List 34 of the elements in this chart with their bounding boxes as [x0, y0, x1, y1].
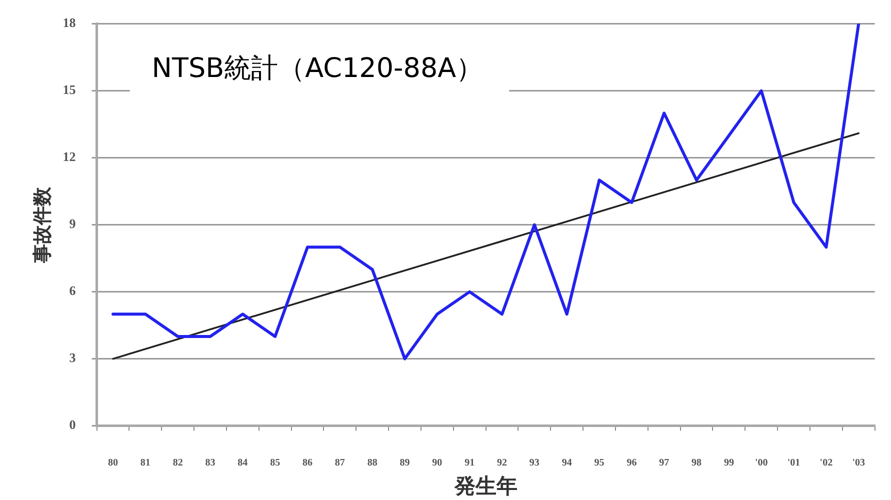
x-tick-label: 93	[529, 457, 540, 468]
x-tick-label: 97	[659, 457, 670, 468]
x-tick-label: 83	[205, 457, 216, 468]
y-tick-label: 6	[69, 283, 76, 298]
x-tick-label: 86	[302, 457, 313, 468]
x-tick-label: 98	[692, 457, 702, 468]
x-tick-label: 88	[367, 457, 378, 468]
x-tick-label: 87	[334, 457, 345, 468]
x-tick-label: 85	[270, 457, 280, 468]
x-tick-label: '00	[754, 457, 768, 468]
x-axis-title: 発生年	[453, 474, 518, 498]
x-tick-label: 89	[400, 457, 410, 468]
x-tick-label: 92	[497, 457, 508, 468]
x-tick-label: '03	[852, 457, 865, 468]
x-tick-label: '02	[820, 457, 833, 468]
annotation: NTSB統計（AC120-88A）	[152, 52, 484, 84]
x-tick-label: 91	[464, 457, 475, 468]
x-tick-label: 99	[724, 457, 734, 468]
x-tick-label: 94	[562, 457, 572, 468]
y-tick-label: 0	[69, 417, 76, 432]
x-tick-label: 84	[238, 457, 248, 468]
x-tick-label: 95	[594, 457, 604, 468]
y-tick-label: 3	[69, 350, 76, 366]
x-tick-label: 82	[172, 457, 183, 468]
x-tick-label: '01	[787, 457, 800, 468]
y-tick-label: 18	[62, 15, 76, 30]
y-tick-label: 12	[62, 149, 76, 164]
x-tick-label: 81	[140, 457, 150, 468]
y-tick-label: 15	[62, 82, 76, 98]
y-axis-title: 事故件数	[31, 186, 54, 264]
x-tick-label: 96	[626, 457, 637, 468]
x-tick-label: 90	[432, 457, 442, 468]
y-tick-label: 9	[69, 216, 76, 232]
x-tick-label: 80	[108, 457, 118, 468]
